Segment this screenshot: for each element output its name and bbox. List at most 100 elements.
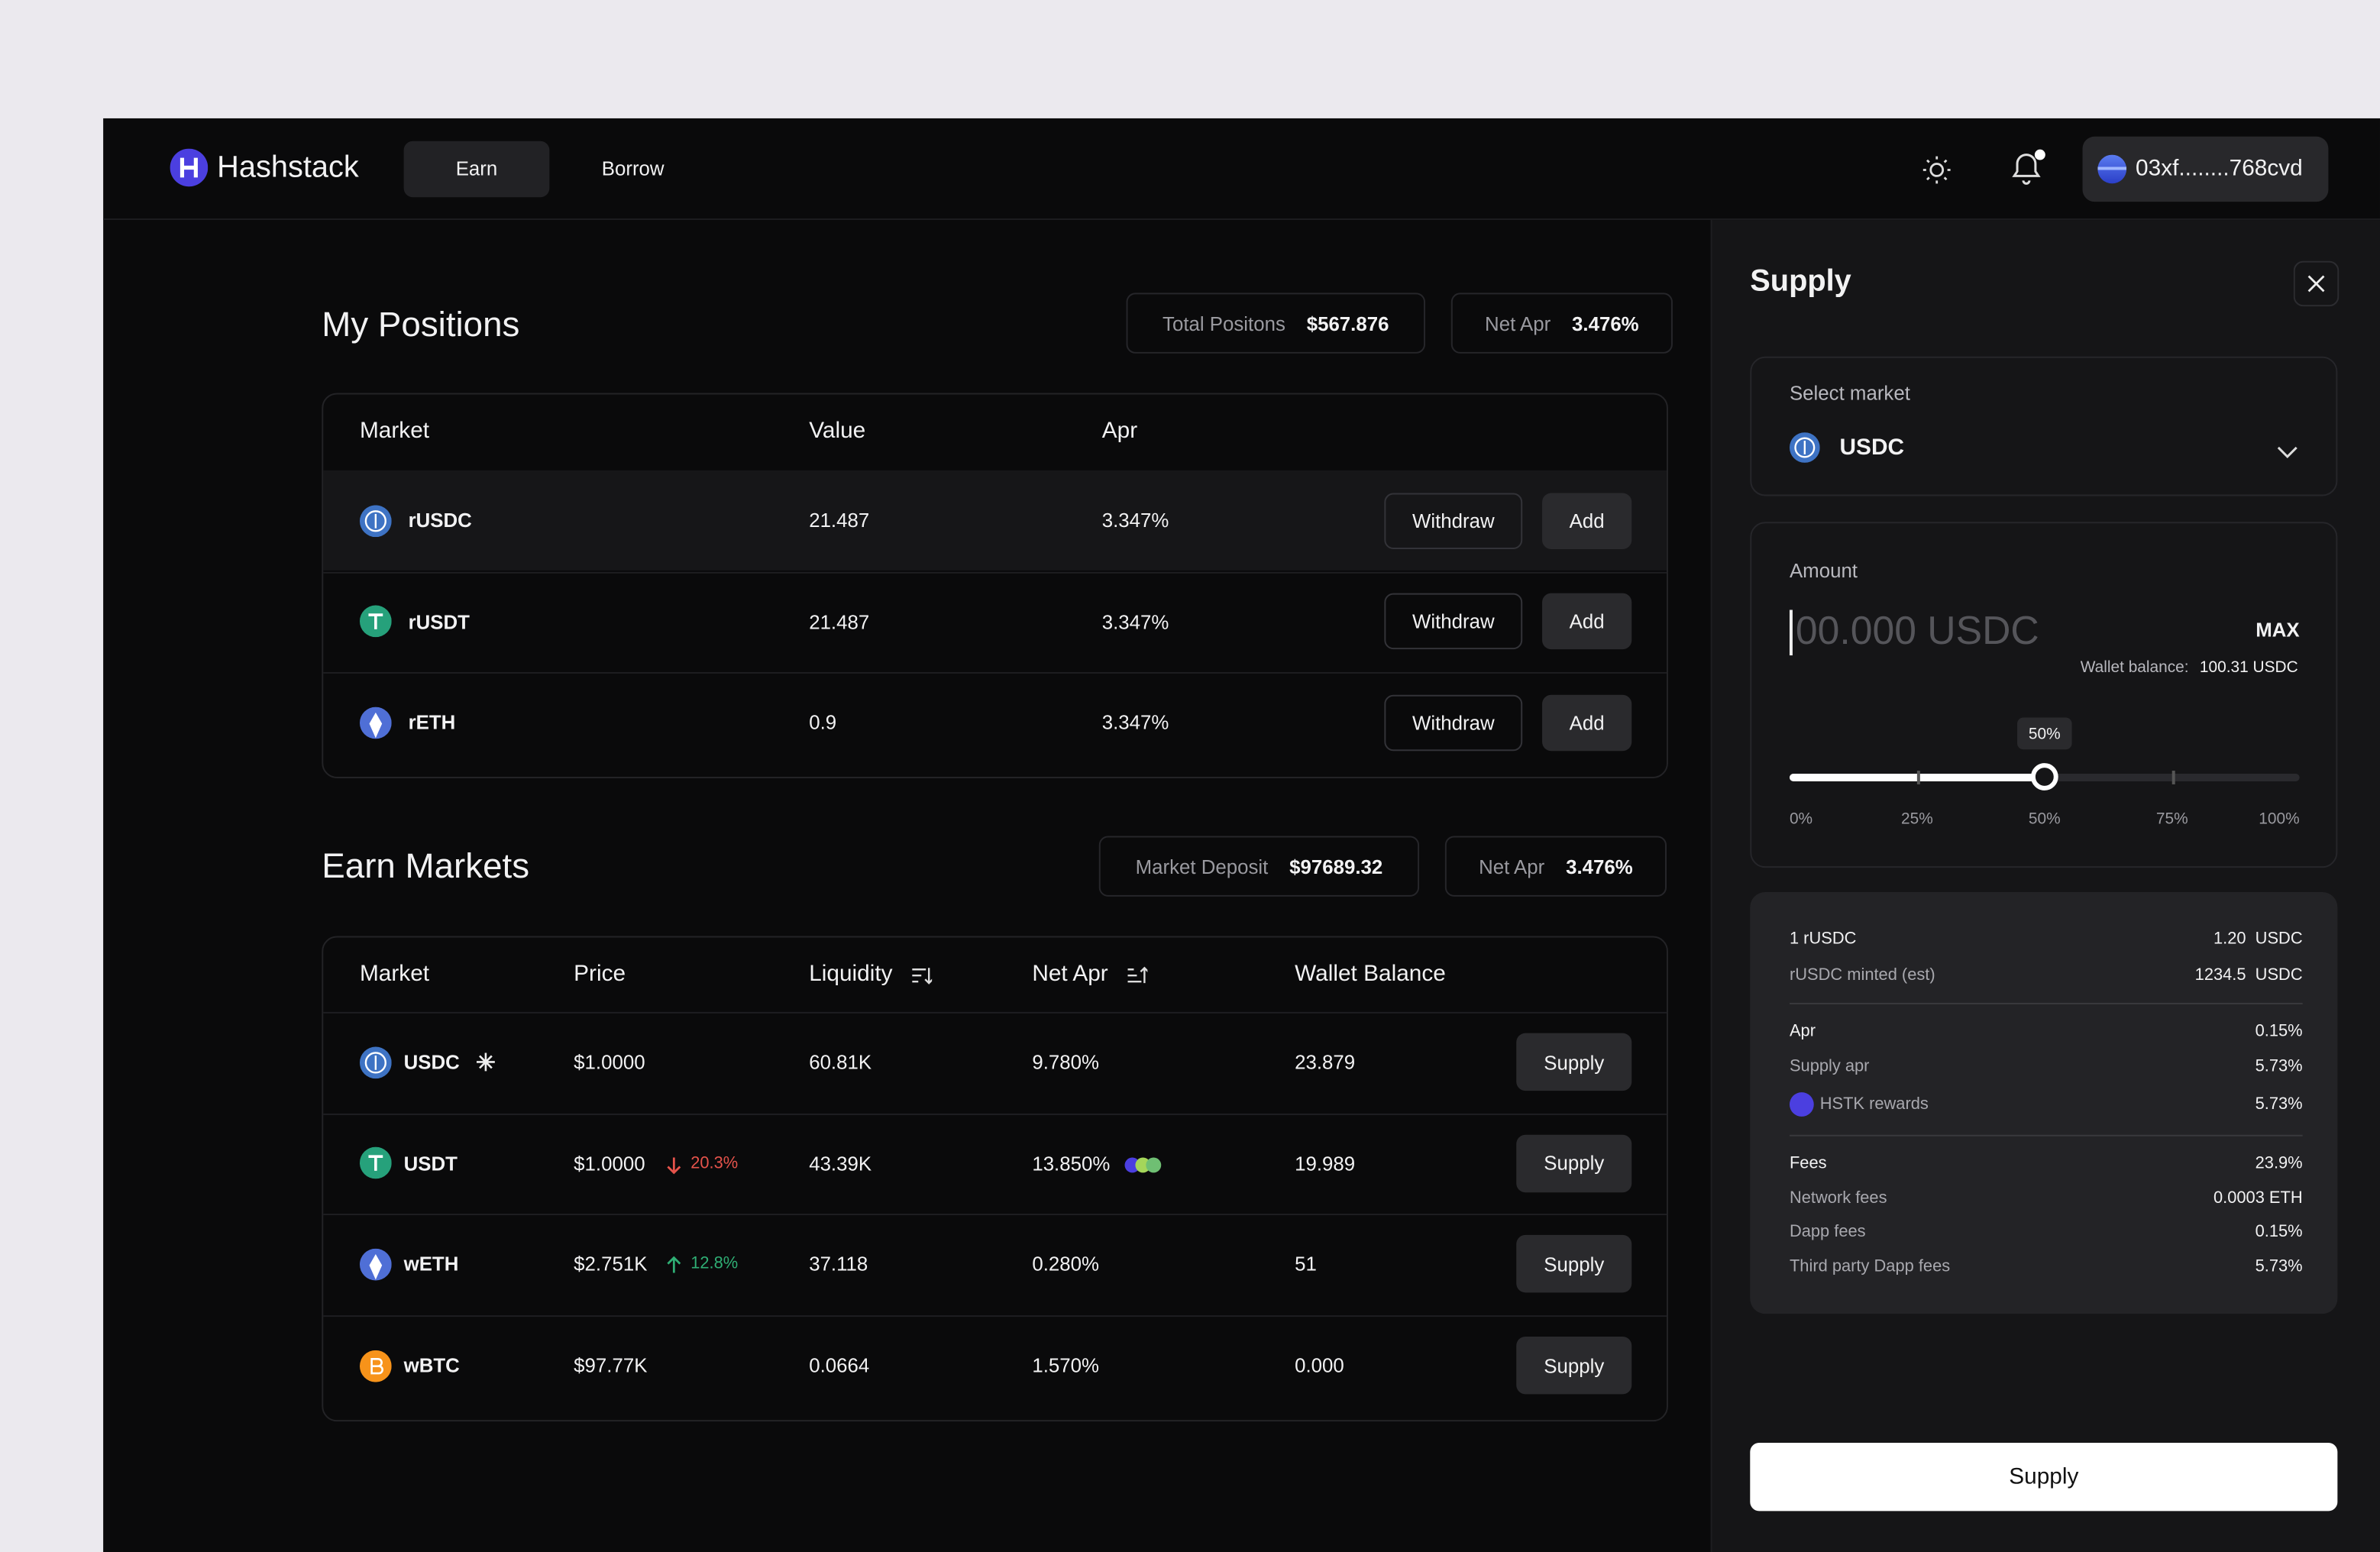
supply-button[interactable]: Supply (1516, 1337, 1632, 1395)
theme-toggle[interactable] (1922, 155, 1952, 186)
net-apr: 0.280% (1032, 1253, 1099, 1276)
stat-label: Net Apr (1485, 312, 1551, 335)
column-header: Market (359, 418, 430, 444)
cell: 3.347% (1101, 711, 1169, 735)
max-button: MAX (2256, 618, 2300, 642)
price: $97.77K (574, 1353, 648, 1377)
market-name: rETH (408, 711, 456, 735)
positions-table (322, 393, 1668, 778)
detail-value: 0.0003 ETH (2213, 1189, 2303, 1208)
column-header: Value (809, 418, 866, 444)
details-divider (1789, 1134, 2303, 1137)
price: $2.751K (574, 1253, 648, 1276)
row-divider (323, 1011, 1667, 1014)
stat-value: 3.476% (1566, 855, 1633, 878)
sort-icon[interactable] (1127, 965, 1150, 984)
panel-title: Supply (1750, 264, 1851, 299)
notifications[interactable] (2007, 146, 2049, 189)
stat-value: $97689.32 (1289, 855, 1383, 878)
detail-value: 1.20 USDC (2213, 930, 2303, 949)
detail-label: Supply apr (1789, 1057, 1870, 1076)
field-label: Select market (1789, 381, 1910, 405)
close-button[interactable] (2293, 260, 2340, 307)
amount-input[interactable]: 00.000 USDC (1795, 607, 2039, 654)
stat-label: Market Deposit (1135, 855, 1269, 878)
market-name: USDC (403, 1050, 460, 1074)
details-card (1750, 891, 2338, 1314)
coin-icon (358, 1350, 391, 1382)
wallet-balance-label: Wallet balance: (2080, 658, 2189, 677)
market-name: USDT (403, 1151, 458, 1175)
cell: 21.487 (809, 609, 870, 633)
stat-value: 3.476% (1572, 312, 1639, 335)
column-header: Price (574, 961, 626, 988)
coin-icon (1789, 432, 1820, 463)
column-header: Apr (1101, 418, 1138, 444)
stat-label: Total Positons (1163, 312, 1285, 335)
selected-market: USDC (1839, 435, 1905, 461)
detail-label: rUSDC minted (est) (1789, 966, 1935, 985)
row-divider (323, 1214, 1667, 1216)
row-highlight (323, 470, 1667, 571)
supply-button[interactable]: Supply (1516, 1134, 1632, 1192)
net-apr: 1.570% (1032, 1353, 1099, 1377)
add-button[interactable]: Add (1542, 492, 1632, 549)
header-divider (103, 218, 2380, 221)
detail-value: 5.73% (2255, 1257, 2303, 1276)
slider-mark: 50% (2028, 810, 2061, 829)
row-divider (323, 672, 1667, 674)
add-button[interactable]: Add (1542, 593, 1632, 650)
detail-label: Third party Dapp fees (1789, 1257, 1951, 1276)
market-name: rUSDC (408, 509, 472, 532)
reward-tokens (1124, 1154, 1163, 1172)
coin-icon (358, 706, 391, 739)
wallet-balance: 23.879 (1295, 1050, 1356, 1074)
slider-notch (1916, 771, 1919, 784)
detail-value: 5.73% (2255, 1095, 2303, 1114)
supply-button[interactable]: Supply (1516, 1033, 1632, 1091)
amount-card (1750, 522, 2338, 868)
column-header: Market (359, 961, 430, 988)
withdraw-button[interactable]: Withdraw (1384, 694, 1523, 752)
slider-knob[interactable] (2030, 763, 2058, 791)
cell: 21.487 (809, 509, 870, 532)
market-name: wETH (403, 1253, 459, 1276)
add-button[interactable]: Add (1542, 694, 1632, 752)
row-divider (323, 571, 1667, 574)
row-divider (323, 1113, 1667, 1115)
price: $1.0000 (574, 1151, 645, 1175)
logo-icon (170, 148, 209, 187)
detail-label: Fees (1789, 1154, 1827, 1173)
supply-submit[interactable]: Supply (1750, 1442, 2338, 1512)
column-header: Liquidity (809, 961, 893, 988)
withdraw-button[interactable]: Withdraw (1384, 593, 1523, 650)
stat-pill: Net Apr 3.476% (1450, 293, 1673, 354)
cell: 3.347% (1101, 609, 1169, 633)
slider-mark: 0% (1789, 810, 1813, 829)
markets-table (322, 936, 1668, 1422)
nav-active[interactable] (403, 141, 550, 198)
slider-tooltip: 50% (2017, 717, 2072, 750)
wallet-balance: 19.989 (1295, 1151, 1356, 1175)
liquidity: 43.39K (809, 1151, 872, 1175)
wallet-address: 03xf........768cvd (2136, 155, 2303, 182)
stat-pill: Total Positons $567.876 (1126, 293, 1426, 354)
detail-label: 1 rUSDC (1789, 930, 1857, 949)
detail-label: Apr (1789, 1022, 1816, 1041)
liquidity: 37.118 (809, 1253, 868, 1276)
market-select[interactable] (1750, 356, 2338, 496)
coin-icon (358, 1046, 391, 1078)
detail-value: 5.73% (2255, 1057, 2303, 1076)
column-header: Net Apr (1032, 961, 1108, 988)
sort-icon[interactable] (910, 965, 934, 985)
hstk-icon (1789, 1092, 1814, 1117)
field-label: Amount (1789, 558, 1858, 582)
wallet-balance: 0.000 (1295, 1353, 1344, 1377)
stat-pill: Net Apr 3.476% (1444, 836, 1667, 897)
column-header: Wallet Balance (1295, 961, 1446, 988)
cell: 0.9 (809, 711, 837, 735)
supply-button[interactable]: Supply (1516, 1235, 1632, 1294)
nav-item: Earn (455, 157, 498, 180)
withdraw-button[interactable]: Withdraw (1384, 492, 1523, 549)
wallet-balance-value: 100.31 USDC (2199, 658, 2298, 677)
